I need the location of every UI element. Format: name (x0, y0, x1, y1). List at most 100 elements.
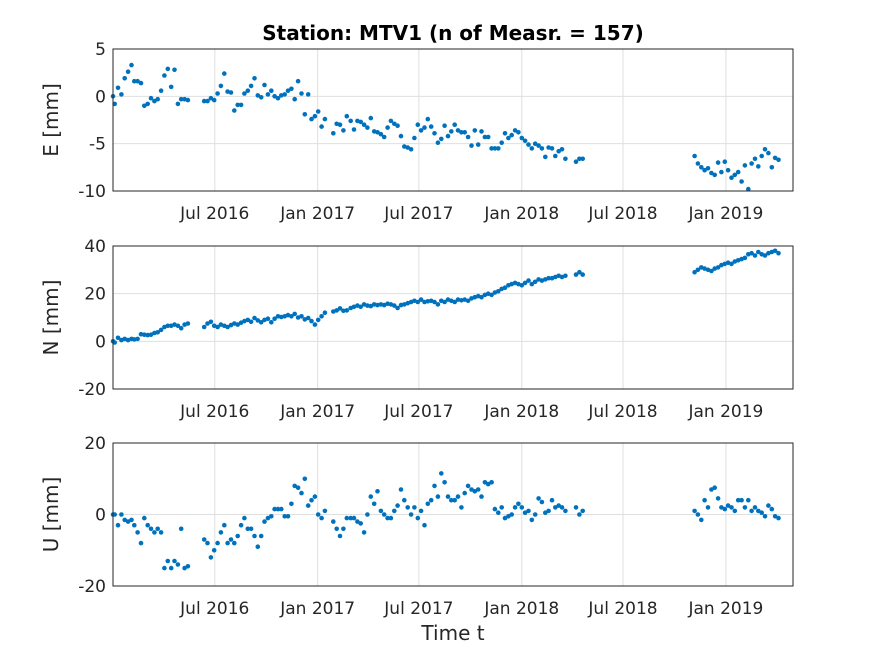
data-point (772, 514, 778, 519)
data-point (242, 515, 247, 521)
data-point (258, 320, 264, 325)
data-point (742, 505, 748, 510)
data-point (532, 512, 538, 517)
data-point (368, 115, 374, 121)
data-point (408, 512, 414, 517)
data-point (309, 116, 314, 122)
data-point (138, 540, 144, 546)
data-point (395, 123, 400, 128)
data-point (422, 125, 427, 130)
data-point (772, 248, 778, 254)
data-point (232, 108, 237, 113)
data-point (248, 83, 254, 89)
x-tick-label: Jan 2019 (687, 204, 763, 224)
data-point (242, 91, 247, 96)
x-tick-label: Jan 2019 (687, 402, 763, 422)
data-point (449, 129, 454, 134)
data-point (322, 116, 328, 122)
data-point (526, 278, 531, 283)
data-point (536, 143, 541, 148)
data-point (729, 261, 734, 267)
data-point (165, 66, 171, 72)
data-point (516, 130, 521, 135)
data-point (439, 471, 444, 476)
data-point (371, 501, 377, 507)
data-point (385, 125, 390, 130)
data-point (756, 164, 761, 169)
data-point (489, 480, 494, 485)
data-point (772, 155, 778, 161)
data-point (262, 82, 267, 88)
data-point (692, 508, 697, 514)
data-point (299, 314, 304, 319)
data-point (489, 146, 494, 151)
data-point (238, 102, 244, 108)
data-point (512, 505, 518, 510)
data-point (312, 494, 318, 499)
data-point (502, 285, 508, 291)
axes-frame (112, 245, 794, 390)
data-point (112, 340, 117, 345)
data-point (319, 515, 324, 521)
data-point (455, 128, 461, 133)
data-point (252, 533, 257, 539)
data-point (699, 517, 704, 523)
data-point (766, 503, 771, 508)
subplot-e: -10 -5 0 5 Jul 2016 Jan 2017 Jul 2017 Jan 2018 J… (39, 40, 794, 224)
y-tick-label: -10 (78, 182, 106, 202)
data-point (479, 294, 484, 300)
data-point (559, 147, 565, 152)
data-point (228, 90, 234, 95)
data-point (519, 283, 525, 288)
data-point (282, 92, 288, 97)
data-point (119, 92, 124, 97)
data-point (559, 505, 565, 510)
data-point (218, 83, 224, 89)
data-point (762, 514, 768, 519)
data-point (145, 101, 150, 107)
data-point (158, 88, 164, 93)
data-point (452, 497, 458, 503)
data-point (776, 515, 781, 521)
data-point (580, 508, 585, 514)
data-point (472, 489, 478, 494)
y-axis-label-u: U [mm] (39, 477, 63, 553)
data-point (415, 299, 421, 305)
data-point (385, 515, 390, 521)
x-tick-label: Jul 2018 (587, 402, 657, 422)
x-tick-label: Jan 2018 (483, 402, 559, 422)
data-point (368, 494, 374, 499)
data-point (361, 530, 367, 535)
data-point (265, 515, 271, 521)
data-point (319, 124, 324, 129)
data-point (319, 314, 324, 319)
subplot-panels: -10 -5 0 5 Jul 2016 Jan 2017 Jul 2017 Jan 2018 J… (39, 40, 794, 619)
data-point (351, 127, 357, 132)
data-point (395, 305, 400, 311)
data-point (742, 163, 748, 168)
data-point (563, 273, 568, 279)
data-point (573, 272, 579, 277)
data-point (305, 92, 311, 97)
data-point (168, 84, 174, 90)
data-point (432, 483, 437, 489)
data-point (142, 332, 147, 338)
data-point (735, 169, 741, 175)
data-point (122, 517, 127, 523)
data-point (228, 537, 234, 542)
data-point (235, 322, 240, 327)
data-point (155, 526, 160, 532)
data-point (459, 505, 464, 510)
y-axis-label-e: E [mm] (39, 83, 63, 157)
data-point (732, 172, 738, 178)
data-point (709, 268, 714, 274)
data-point (715, 160, 721, 165)
data-point (299, 490, 304, 496)
data-point (361, 122, 367, 127)
data-point (272, 316, 277, 322)
data-point (465, 483, 471, 489)
x-tick-label: Jul 2016 (179, 204, 249, 224)
chart-title: Station: MTV1 (n of Measr. = 157) (262, 21, 644, 45)
data-point (337, 533, 343, 539)
data-point (309, 497, 314, 503)
